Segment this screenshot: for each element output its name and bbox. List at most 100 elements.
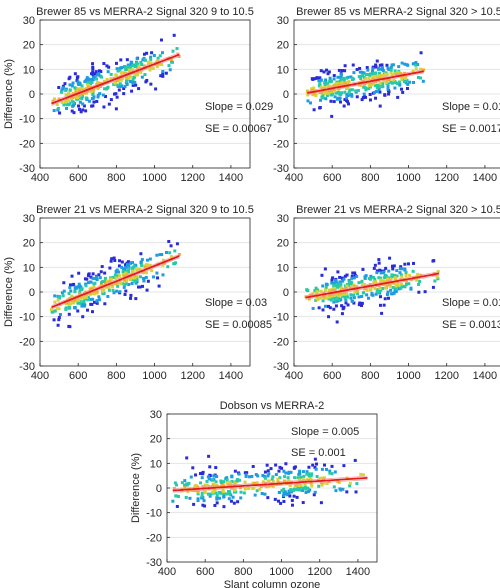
scatter-point	[140, 263, 144, 267]
y-tick-label: -20	[146, 532, 162, 544]
scatter-point	[381, 74, 385, 78]
scatter-point	[334, 489, 338, 493]
y-tick-label: -20	[19, 336, 35, 348]
scatter-point	[379, 276, 383, 280]
scatter-point	[339, 298, 343, 302]
scatter-point	[319, 501, 323, 505]
scatter-point	[80, 94, 84, 98]
scatter-point	[315, 290, 319, 294]
scatter-point	[127, 283, 131, 287]
scatter-point	[295, 486, 299, 490]
scatter-point	[71, 81, 75, 85]
scatter-point	[360, 70, 364, 74]
scatter-point	[364, 72, 368, 76]
scatter-point	[372, 275, 376, 279]
scatter-point	[139, 252, 143, 256]
scatter-point	[395, 269, 399, 273]
scatter-point	[143, 58, 147, 62]
scatter-point	[221, 488, 225, 492]
scatter-point	[105, 280, 109, 284]
scatter-point	[292, 487, 296, 491]
scatter-point	[399, 286, 403, 290]
chart-panel: 400 600 800 1000 1200 1400 30 20 10 0 -10 -20 -30 Dob…	[130, 400, 378, 588]
scatter-point	[383, 93, 387, 97]
scatter-point	[56, 323, 60, 327]
chart-panel: 400 600 800 1000 1200 1400 30 20 10 0 -10 -20 -30 Bre…	[273, 204, 500, 382]
scatter-point	[378, 268, 382, 272]
scatter-point	[271, 475, 275, 479]
scatter-point	[119, 71, 123, 75]
scatter-point	[96, 73, 100, 77]
scatter-point	[332, 74, 336, 78]
scatter-point	[360, 280, 364, 284]
scatter-point	[106, 85, 110, 89]
scatter-point	[314, 298, 318, 302]
scatter-point	[405, 87, 409, 91]
scatter-point	[263, 481, 267, 485]
scatter-point	[393, 69, 397, 73]
scatter-point	[387, 68, 391, 72]
chart-panel: 400 600 800 1000 1200 1400 30 20 10 0 -10 -20 -30 Bre…	[3, 6, 273, 184]
scatter-point	[80, 302, 84, 306]
scatter-point	[168, 251, 172, 255]
scatter-point	[205, 479, 209, 483]
scatter-point	[359, 77, 363, 81]
scatter-point	[149, 55, 153, 59]
confidence-band-line	[51, 52, 180, 103]
x-tick-label: 1000	[142, 370, 166, 382]
scatter-point	[78, 289, 82, 293]
scatter-point	[62, 281, 66, 285]
scatter-point	[369, 274, 373, 278]
scatter-point	[322, 296, 326, 300]
y-tick-label: 30	[150, 409, 162, 421]
scatter-point	[328, 76, 332, 80]
scatter-point	[333, 298, 337, 302]
scatter-point	[376, 89, 380, 93]
scatter-point	[176, 494, 180, 498]
scatter-point	[58, 111, 62, 115]
scatter-point	[369, 277, 373, 281]
scatter-point	[123, 84, 127, 88]
scatter-point	[173, 481, 177, 485]
scatter-point	[352, 283, 356, 287]
scatter-point	[297, 472, 301, 476]
scatter-point	[113, 81, 117, 85]
x-tick-label: 600	[323, 172, 341, 184]
x-tick-label: 1200	[307, 566, 331, 578]
scatter-point	[358, 70, 362, 74]
scatter-point	[129, 75, 133, 79]
scatter-point	[397, 65, 401, 69]
y-tick-label: -10	[273, 114, 289, 126]
scatter-point	[346, 86, 350, 90]
scatter-point	[367, 76, 371, 80]
scatter-point	[206, 475, 210, 479]
scatter-point	[211, 478, 215, 482]
scatter-point	[79, 296, 83, 300]
scatter-point	[355, 482, 359, 486]
scatter-point	[313, 457, 317, 461]
scatter-point	[323, 288, 327, 292]
scatter-point	[340, 91, 344, 95]
scatter-point	[112, 256, 116, 260]
scatter-point	[96, 81, 100, 85]
scatter-point	[310, 484, 314, 488]
scatter-point	[113, 273, 117, 277]
scatter-point	[409, 278, 413, 282]
scatter-point	[372, 91, 376, 95]
scatter-point	[161, 69, 165, 73]
scatter-point	[105, 77, 109, 81]
scatter-point	[131, 68, 135, 72]
scatter-point	[109, 72, 113, 76]
scatter-point	[343, 98, 347, 102]
scatter-point	[159, 38, 163, 42]
scatter-point	[414, 61, 418, 65]
y-tick-label: 0	[283, 287, 289, 299]
scatter-point	[127, 68, 131, 72]
scatter-point	[393, 86, 397, 90]
scatter-point	[393, 72, 397, 76]
scatter-point	[95, 77, 99, 81]
scatter-point	[378, 295, 382, 299]
scatter-point	[130, 80, 134, 84]
scatter-point	[109, 98, 113, 102]
scatter-point	[411, 62, 415, 66]
